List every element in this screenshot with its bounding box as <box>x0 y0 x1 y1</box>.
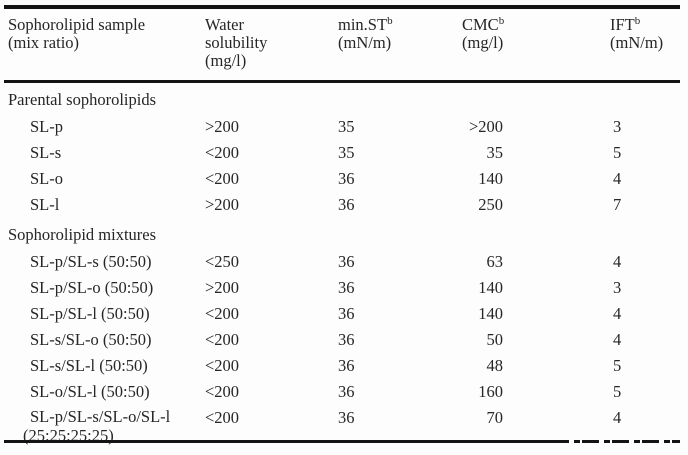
cell-min-st: 36 <box>338 330 355 349</box>
header-label: IFT <box>610 15 635 34</box>
table-row: SL-p >200 35 >200 3 <box>4 114 680 140</box>
sophorolipid-properties-table: Sophorolipid sample (mix ratio) Water so… <box>4 5 680 454</box>
column-header-ift: IFTb (mN/m) <box>610 7 680 83</box>
cell-min-st: 36 <box>338 195 355 214</box>
header-label: CMC <box>462 15 499 34</box>
cell-min-st: 35 <box>338 143 355 162</box>
cell-cmc: 140 <box>478 278 503 297</box>
cell-water-solubility: <200 <box>205 304 240 323</box>
column-header-water-solubility: Water solubility (mg/l) <box>205 7 338 83</box>
header-row: Sophorolipid sample (mix ratio) Water so… <box>4 7 680 83</box>
cell-cmc: 140 <box>478 169 503 188</box>
cell-water-solubility: <200 <box>205 382 240 401</box>
cell-water-solubility: <200 <box>205 408 240 427</box>
cell-sample: SL-o <box>30 168 63 188</box>
table-row: SL-o/SL-l (50:50) <200 36 160 5 <box>4 379 680 405</box>
table-row: SL-l >200 36 250 7 <box>4 192 680 218</box>
cell-water-solubility: <200 <box>205 169 240 188</box>
cell-water-solubility: <200 <box>205 143 240 162</box>
cell-cmc: 140 <box>478 304 503 323</box>
cell-min-st: 36 <box>338 408 355 427</box>
section-header-row: Parental sophorolipids <box>4 82 680 115</box>
cell-ift: 4 <box>613 169 622 188</box>
cell-cmc: 63 <box>486 252 504 271</box>
cell-min-st: 36 <box>338 252 355 271</box>
cell-ift: 4 <box>613 304 622 323</box>
header-label: Sophorolipid sample <box>8 15 146 34</box>
footnote-marker: b <box>498 15 505 27</box>
cell-ift: 4 <box>613 330 622 349</box>
cell-sample: SL-p/SL-o (50:50) <box>30 277 154 297</box>
footnote-marker: b <box>387 15 393 27</box>
table-row: SL-s/SL-o (50:50) <200 36 50 4 <box>4 327 680 353</box>
cell-cmc: 70 <box>486 408 504 427</box>
cell-ift: 5 <box>613 143 622 162</box>
cell-sample: SL-p <box>30 116 63 136</box>
cell-ift: 4 <box>613 252 622 271</box>
cell-ift: 5 <box>613 356 622 375</box>
table-row: SL-p/SL-l (50:50) <200 36 140 4 <box>4 301 680 327</box>
table-bottom-rule <box>4 440 680 443</box>
cell-sample: SL-s/SL-o (50:50) <box>30 329 152 349</box>
table-row: SL-s/SL-l (50:50) <200 36 48 5 <box>4 353 680 379</box>
header-label: min.ST <box>338 15 388 34</box>
header-unit: (mg/l) <box>205 51 247 70</box>
cell-sample: SL-p/SL-l (50:50) <box>30 303 150 323</box>
cell-water-solubility: >200 <box>205 195 240 214</box>
cell-ift: 4 <box>613 408 622 427</box>
cell-cmc: 48 <box>486 356 504 375</box>
scan-artifact-dashes <box>560 439 682 445</box>
cell-sample: SL-s/SL-l (50:50) <box>30 355 148 375</box>
column-header-cmc: CMCb (mg/l) <box>462 7 610 83</box>
cell-min-st: 36 <box>338 278 355 297</box>
cell-ift: 5 <box>613 382 622 401</box>
cell-water-solubility: <250 <box>205 252 240 271</box>
cell-min-st: 36 <box>338 304 355 323</box>
cell-cmc: 250 <box>478 195 503 214</box>
table-header: Sophorolipid sample (mix ratio) Water so… <box>4 7 680 83</box>
cell-cmc: >200 <box>468 117 503 136</box>
cell-cmc: 35 <box>486 143 504 162</box>
table-row: SL-p/SL-s (50:50) <250 36 63 4 <box>4 249 680 275</box>
cell-water-solubility: <200 <box>205 330 240 349</box>
header-unit: (mg/l) <box>462 33 504 52</box>
table-row: SL-p/SL-s/SL-o/SL-l (25:25:25:25) <200 3… <box>4 405 680 454</box>
cell-water-solubility: >200 <box>205 117 240 136</box>
table-row: SL-p/SL-o (50:50) >200 36 140 3 <box>4 275 680 301</box>
cell-min-st: 35 <box>338 117 355 136</box>
cell-ift: 3 <box>613 278 622 297</box>
cell-ift: 7 <box>613 195 622 214</box>
cell-sample: SL-l <box>30 194 60 214</box>
header-unit: (mN/m) <box>610 33 664 52</box>
header-unit: (mN/m) <box>338 33 392 52</box>
table-row: SL-o <200 36 140 4 <box>4 166 680 192</box>
cell-ift: 3 <box>613 117 622 136</box>
section-title: Parental sophorolipids <box>8 90 157 109</box>
cell-water-solubility: <200 <box>205 356 240 375</box>
column-header-min-st: min.STb (mN/m) <box>338 7 462 83</box>
cell-sample: SL-p/SL-s (50:50) <box>30 251 152 271</box>
cell-cmc: 160 <box>478 382 503 401</box>
table-row: SL-s <200 35 35 5 <box>4 140 680 166</box>
cell-water-solubility: >200 <box>205 278 240 297</box>
column-header-sample: Sophorolipid sample (mix ratio) <box>4 7 205 83</box>
cell-min-st: 36 <box>338 382 355 401</box>
section-title: Sophorolipid mixtures <box>8 225 157 244</box>
cell-min-st: 36 <box>338 169 355 188</box>
cell-cmc: 50 <box>486 330 504 349</box>
cell-sample: SL-p/SL-s/SL-o/SL-l (25:25:25:25) <box>23 407 171 445</box>
cell-sample: SL-s <box>30 142 62 162</box>
cell-min-st: 36 <box>338 356 355 375</box>
section-header-row: Sophorolipid mixtures <box>4 218 680 249</box>
header-label: Water solubility <box>205 15 268 52</box>
cell-sample: SL-o/SL-l (50:50) <box>30 381 150 401</box>
table-body: Parental sophorolipids SL-p >200 35 >200… <box>4 82 680 455</box>
footnote-marker: b <box>634 15 641 27</box>
header-unit: (mix ratio) <box>8 33 80 52</box>
